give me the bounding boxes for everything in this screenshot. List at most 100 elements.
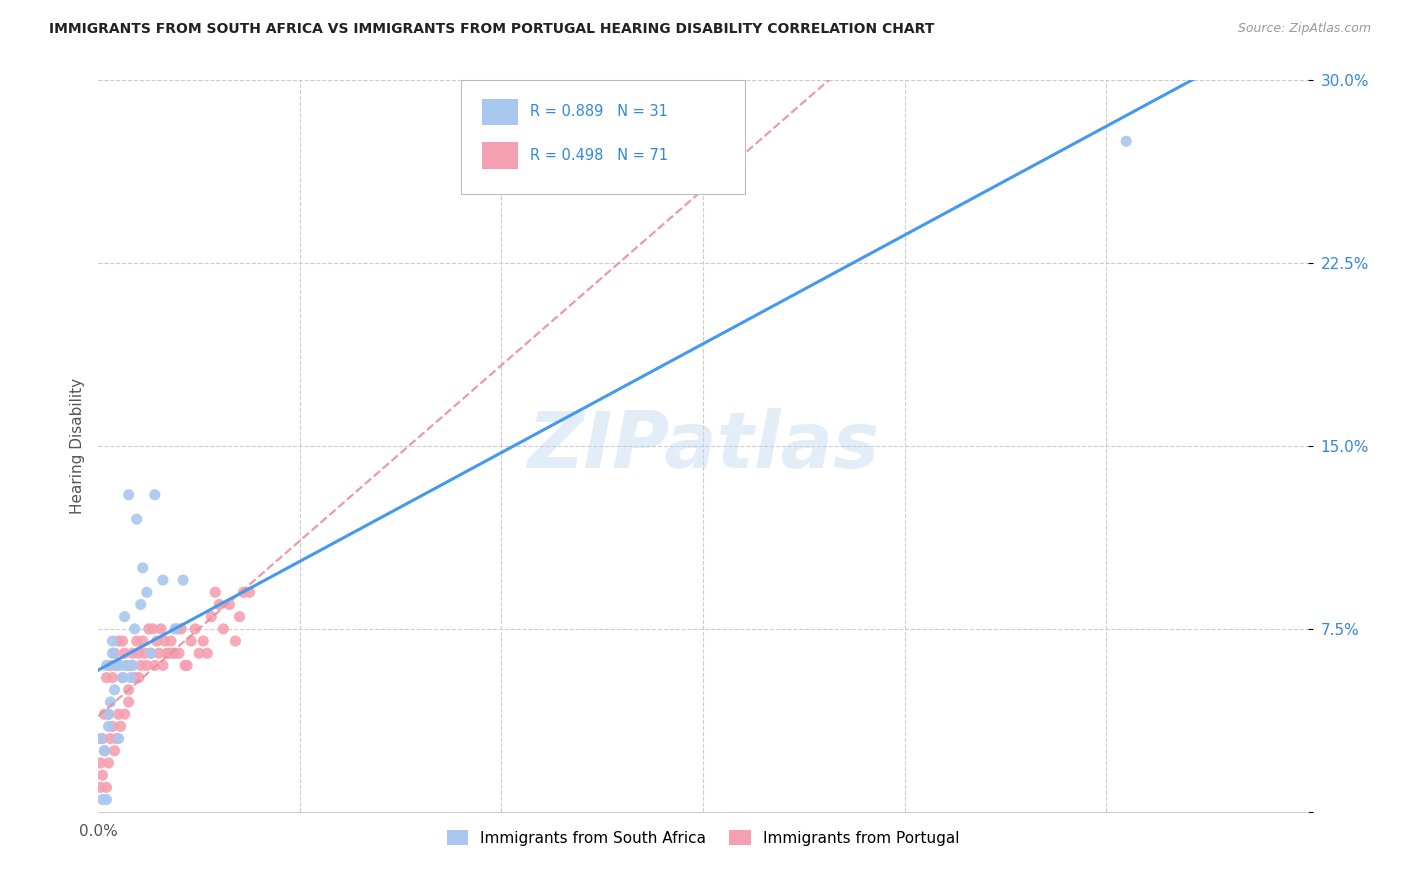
Point <box>107 707 129 722</box>
Point <box>212 622 235 636</box>
Point <box>111 671 134 685</box>
Point <box>101 719 124 733</box>
Point <box>188 646 211 660</box>
Point <box>152 658 174 673</box>
Point <box>96 780 118 795</box>
Point <box>100 695 122 709</box>
Point <box>101 646 124 660</box>
Point <box>142 622 165 636</box>
Point <box>138 622 160 636</box>
Point <box>89 731 111 746</box>
Point <box>208 598 231 612</box>
Point <box>176 658 198 673</box>
Point <box>129 598 152 612</box>
Point <box>162 646 184 660</box>
Point <box>103 682 125 697</box>
Point <box>100 658 122 673</box>
Point <box>1115 134 1137 148</box>
Point <box>135 658 157 673</box>
Point <box>91 731 114 746</box>
Point <box>107 731 129 746</box>
Point <box>232 585 254 599</box>
Legend: Immigrants from South Africa, Immigrants from Portugal: Immigrants from South Africa, Immigrants… <box>440 824 966 852</box>
Point <box>89 756 111 770</box>
Point <box>149 622 172 636</box>
Point <box>96 792 118 806</box>
FancyBboxPatch shape <box>482 143 517 169</box>
Point <box>96 671 118 685</box>
Point <box>143 658 166 673</box>
Point <box>105 731 128 746</box>
Point <box>132 561 155 575</box>
Point <box>97 707 120 722</box>
Point <box>97 707 120 722</box>
Point <box>124 622 146 636</box>
Point <box>228 609 250 624</box>
Point <box>132 634 155 648</box>
Point <box>128 646 150 660</box>
Point <box>110 719 132 733</box>
Point <box>139 646 162 660</box>
Point <box>120 671 142 685</box>
Point <box>97 719 120 733</box>
Point <box>89 780 111 795</box>
Text: R = 0.498   N = 71: R = 0.498 N = 71 <box>530 148 668 163</box>
Point <box>96 658 118 673</box>
Point <box>157 646 180 660</box>
Point <box>91 792 114 806</box>
Text: ZIPatlas: ZIPatlas <box>527 408 879 484</box>
Point <box>128 671 150 685</box>
Point <box>93 744 115 758</box>
Point <box>111 634 134 648</box>
FancyBboxPatch shape <box>482 99 517 125</box>
Point <box>118 695 141 709</box>
Point <box>139 646 162 660</box>
Point <box>115 658 138 673</box>
Point <box>105 658 128 673</box>
Point <box>120 658 142 673</box>
Point <box>129 658 152 673</box>
Point <box>224 634 246 648</box>
Point <box>121 646 143 660</box>
Point <box>143 488 166 502</box>
Point <box>134 646 156 660</box>
Point <box>195 646 218 660</box>
Point <box>152 573 174 587</box>
Y-axis label: Hearing Disability: Hearing Disability <box>69 378 84 514</box>
Point <box>91 768 114 782</box>
Point <box>204 585 226 599</box>
Point <box>118 682 141 697</box>
Point <box>160 634 183 648</box>
Point <box>114 609 136 624</box>
Point <box>105 658 128 673</box>
Point <box>180 634 202 648</box>
Point <box>118 488 141 502</box>
Point <box>115 658 138 673</box>
Point <box>111 671 134 685</box>
Point <box>174 658 197 673</box>
Point <box>114 707 136 722</box>
Point <box>114 646 136 660</box>
Point <box>163 646 186 660</box>
Text: R = 0.889   N = 31: R = 0.889 N = 31 <box>530 104 668 120</box>
Point <box>239 585 262 599</box>
Point <box>101 671 124 685</box>
Point <box>125 512 148 526</box>
Point <box>100 731 122 746</box>
Point <box>101 634 124 648</box>
Point <box>103 646 125 660</box>
Point <box>110 658 132 673</box>
Text: IMMIGRANTS FROM SOUTH AFRICA VS IMMIGRANTS FROM PORTUGAL HEARING DISABILITY CORR: IMMIGRANTS FROM SOUTH AFRICA VS IMMIGRAN… <box>49 22 935 37</box>
Point <box>97 756 120 770</box>
Point <box>103 744 125 758</box>
Point <box>107 634 129 648</box>
Point <box>121 658 143 673</box>
Point <box>93 707 115 722</box>
Text: Source: ZipAtlas.com: Source: ZipAtlas.com <box>1237 22 1371 36</box>
Point <box>172 573 194 587</box>
Point <box>200 609 222 624</box>
Point <box>124 671 146 685</box>
Point <box>170 622 193 636</box>
Point <box>135 585 157 599</box>
Point <box>184 622 207 636</box>
